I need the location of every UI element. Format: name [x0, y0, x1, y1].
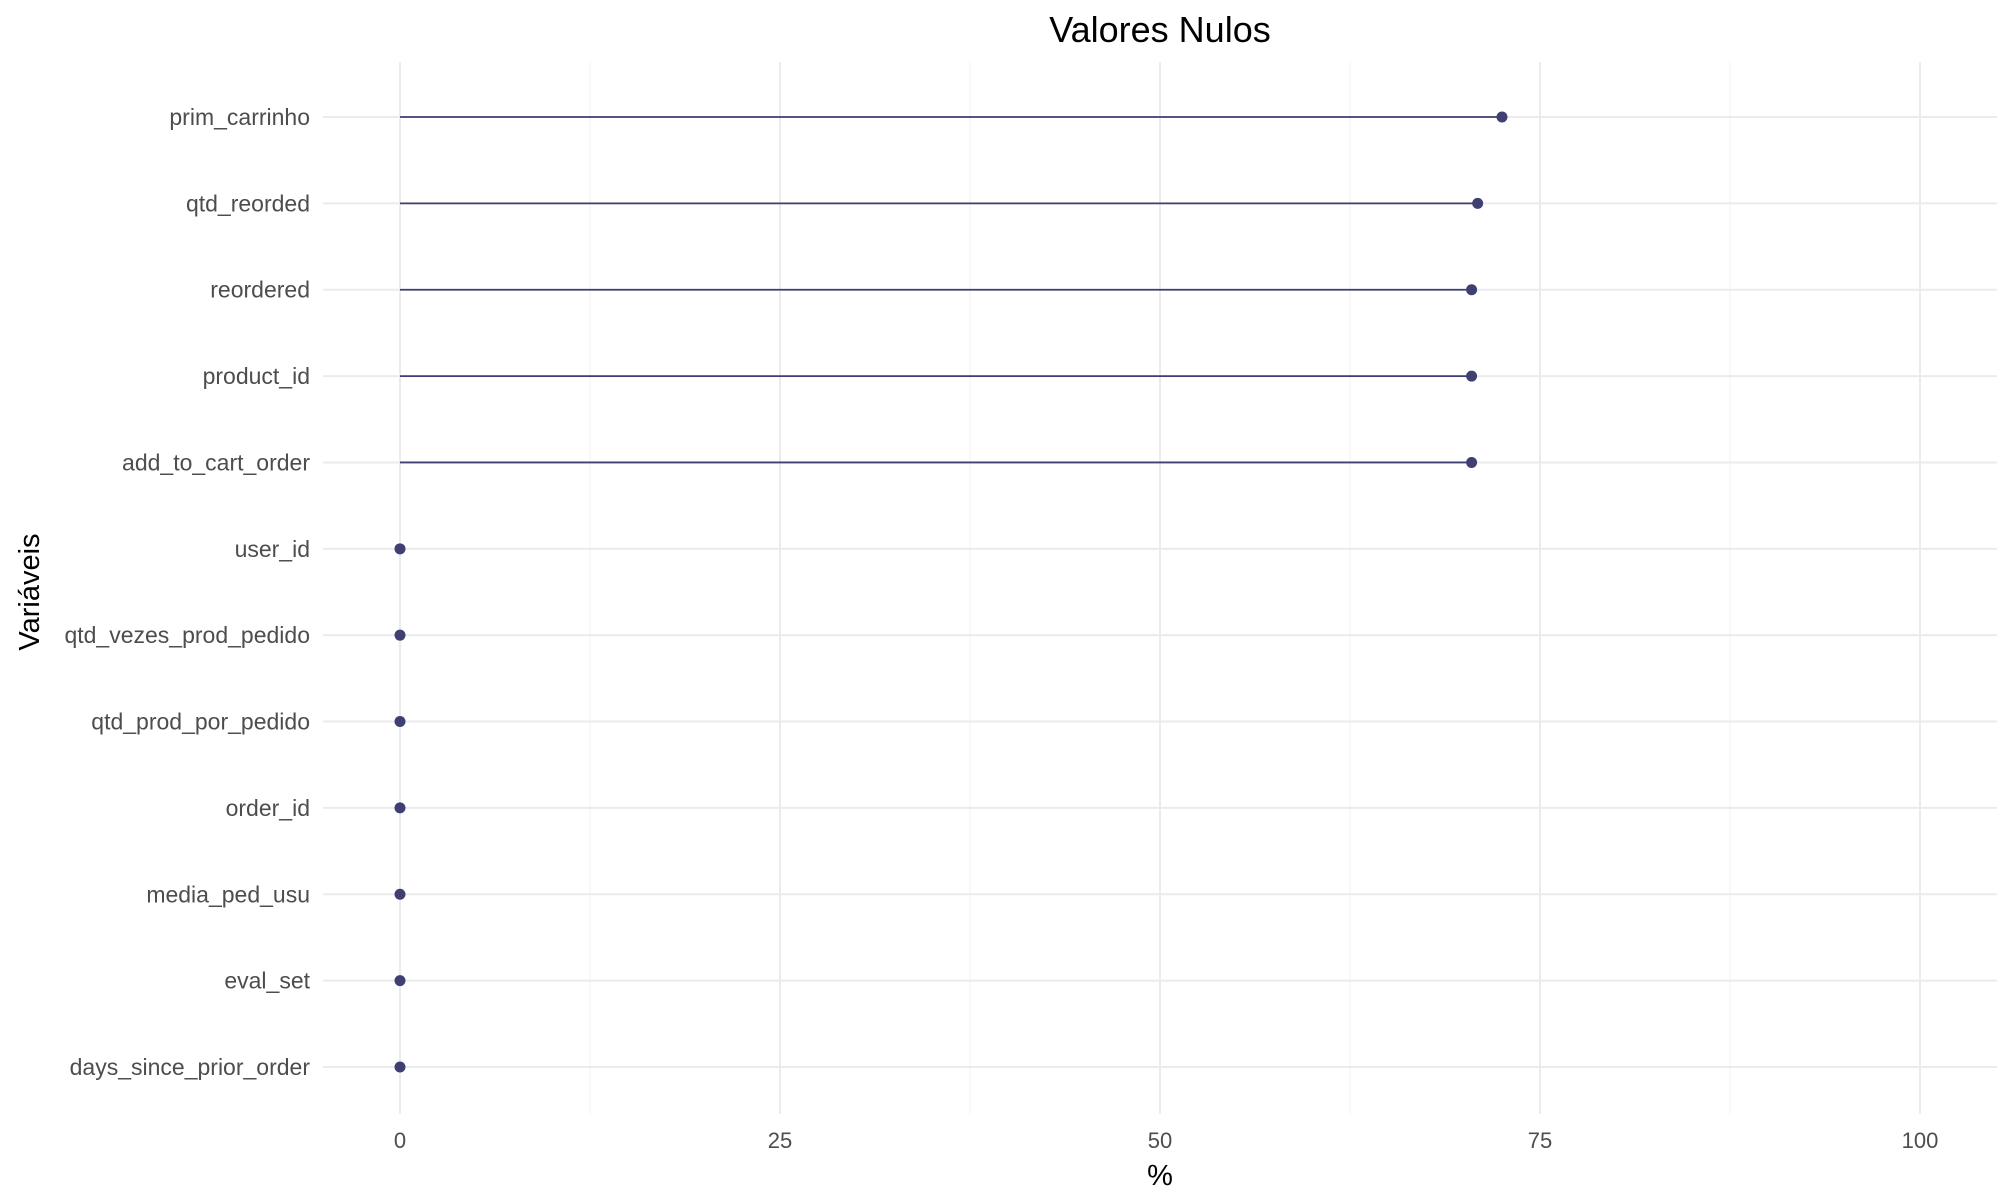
category-label: reordered — [210, 277, 310, 303]
x-tick-label: 0 — [394, 1128, 406, 1153]
category-label: product_id — [203, 363, 310, 389]
category-label: order_id — [226, 795, 310, 821]
lollipop-point — [1466, 370, 1478, 382]
lollipop-point — [394, 975, 406, 987]
y-axis-title: Variáveis — [14, 533, 46, 650]
stems — [400, 116, 1502, 464]
lollipop-point — [1472, 197, 1484, 209]
x-tick-label: 50 — [1148, 1128, 1172, 1153]
category-label: qtd_vezes_prod_pedido — [64, 622, 310, 648]
x-tick-label: 25 — [768, 1128, 792, 1153]
lollipop-point — [394, 543, 406, 555]
x-tick-label: 75 — [1528, 1128, 1552, 1153]
lollipop-point — [394, 888, 406, 900]
x-tick-label: 100 — [1902, 1128, 1939, 1153]
grid — [323, 62, 1997, 1114]
category-label: media_ped_usu — [146, 881, 310, 907]
lollipop-point — [1466, 284, 1478, 296]
lollipop-point — [394, 1061, 406, 1073]
category-label: add_to_cart_order — [122, 449, 310, 475]
x-axis-title: % — [1147, 1160, 1173, 1192]
lollipop-point — [1466, 456, 1478, 468]
lollipop-point — [394, 629, 406, 641]
category-label: prim_carrinho — [169, 104, 310, 130]
x-tick-labels: 0 25 50 75 100 — [394, 1128, 1938, 1153]
category-label: qtd_prod_por_pedido — [91, 709, 310, 735]
chart-title: Valores Nulos — [1049, 9, 1270, 50]
category-label: eval_set — [224, 968, 310, 994]
points — [394, 111, 1508, 1073]
lollipop-point — [394, 802, 406, 814]
category-label: days_since_prior_order — [70, 1054, 311, 1080]
lollipop-point — [394, 716, 406, 728]
category-labels: prim_carrinho qtd_reorded reordered product… — [64, 104, 310, 1080]
category-label: qtd_reorded — [186, 190, 310, 216]
lollipop-point — [1496, 111, 1508, 123]
category-label: user_id — [235, 536, 310, 562]
